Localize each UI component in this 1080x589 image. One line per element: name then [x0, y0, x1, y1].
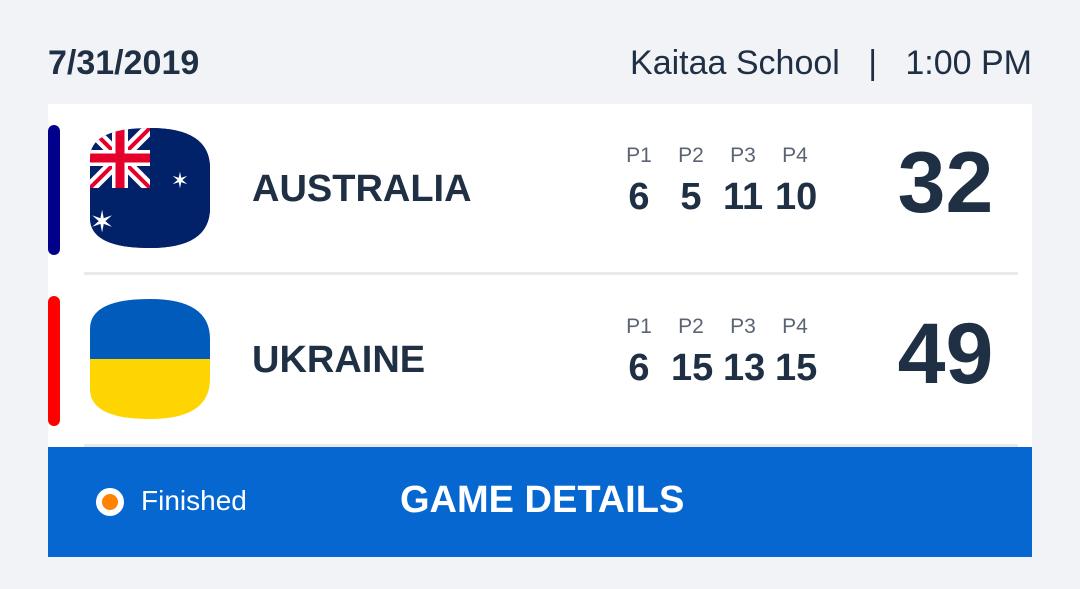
period-label: P4 [782, 144, 808, 167]
venue: Kaitaa School [630, 44, 840, 82]
period-score: 5 [680, 176, 702, 218]
period-2: P2 15 [671, 315, 714, 390]
period-score: 6 [628, 347, 650, 389]
period-score: 15 [775, 347, 818, 389]
period-label: P1 [626, 315, 652, 338]
total-score: 49 [897, 306, 994, 402]
period-3: P3 13 [723, 315, 766, 390]
australia-flag-icon: ✶ ✶ [90, 128, 210, 248]
game-footer: Finished GAME DETAILS [48, 447, 1032, 557]
period-label: P3 [730, 144, 756, 167]
team-accent-bar [48, 296, 60, 426]
period-1: P1 6 [619, 315, 659, 390]
period-score: 6 [628, 176, 650, 218]
status-text: Finished [141, 485, 247, 516]
game-time: 1:00 PM [905, 44, 1032, 82]
svg-text:✶: ✶ [90, 206, 115, 239]
svg-text:✶: ✶ [171, 168, 189, 193]
period-label: P1 [626, 144, 652, 167]
period-score: 13 [723, 347, 766, 389]
period-label: P3 [730, 315, 756, 338]
team-row: ✶ ✶ AUSTRALIA P1 6 P2 5 P3 11 P4 10 32 [48, 104, 1032, 275]
period-score: 11 [723, 176, 764, 218]
team-name: UKRAINE [252, 339, 426, 381]
period-label: P2 [678, 315, 704, 338]
team-accent-bar [48, 125, 60, 255]
period-label: P2 [678, 144, 704, 167]
period-score: 10 [775, 176, 818, 218]
team-row: UKRAINE P1 6 P2 15 P3 13 P4 15 49 [48, 275, 1032, 446]
venue-time: Kaitaa School | 1:00 PM [630, 44, 1032, 83]
period-1: P1 6 [619, 144, 659, 219]
row-divider [84, 444, 1018, 447]
period-4: P4 10 [775, 144, 818, 219]
period-4: P4 15 [775, 315, 818, 390]
ukraine-flag-icon [90, 299, 210, 419]
period-2: P2 5 [671, 144, 711, 219]
period-label: P4 [782, 315, 808, 338]
period-3: P3 11 [723, 144, 763, 219]
game-details-button[interactable]: GAME DETAILS [400, 479, 685, 521]
period-score: 15 [671, 347, 714, 389]
status-dot-icon [96, 488, 124, 516]
separator: | [868, 44, 878, 82]
team-name: AUSTRALIA [252, 168, 472, 210]
row-divider [84, 272, 1018, 275]
scoreboard-card: ✶ ✶ AUSTRALIA P1 6 P2 5 P3 11 P4 10 32 UKRAI… [48, 104, 1032, 447]
total-score: 32 [897, 135, 994, 231]
game-date: 7/31/2019 [48, 44, 200, 82]
